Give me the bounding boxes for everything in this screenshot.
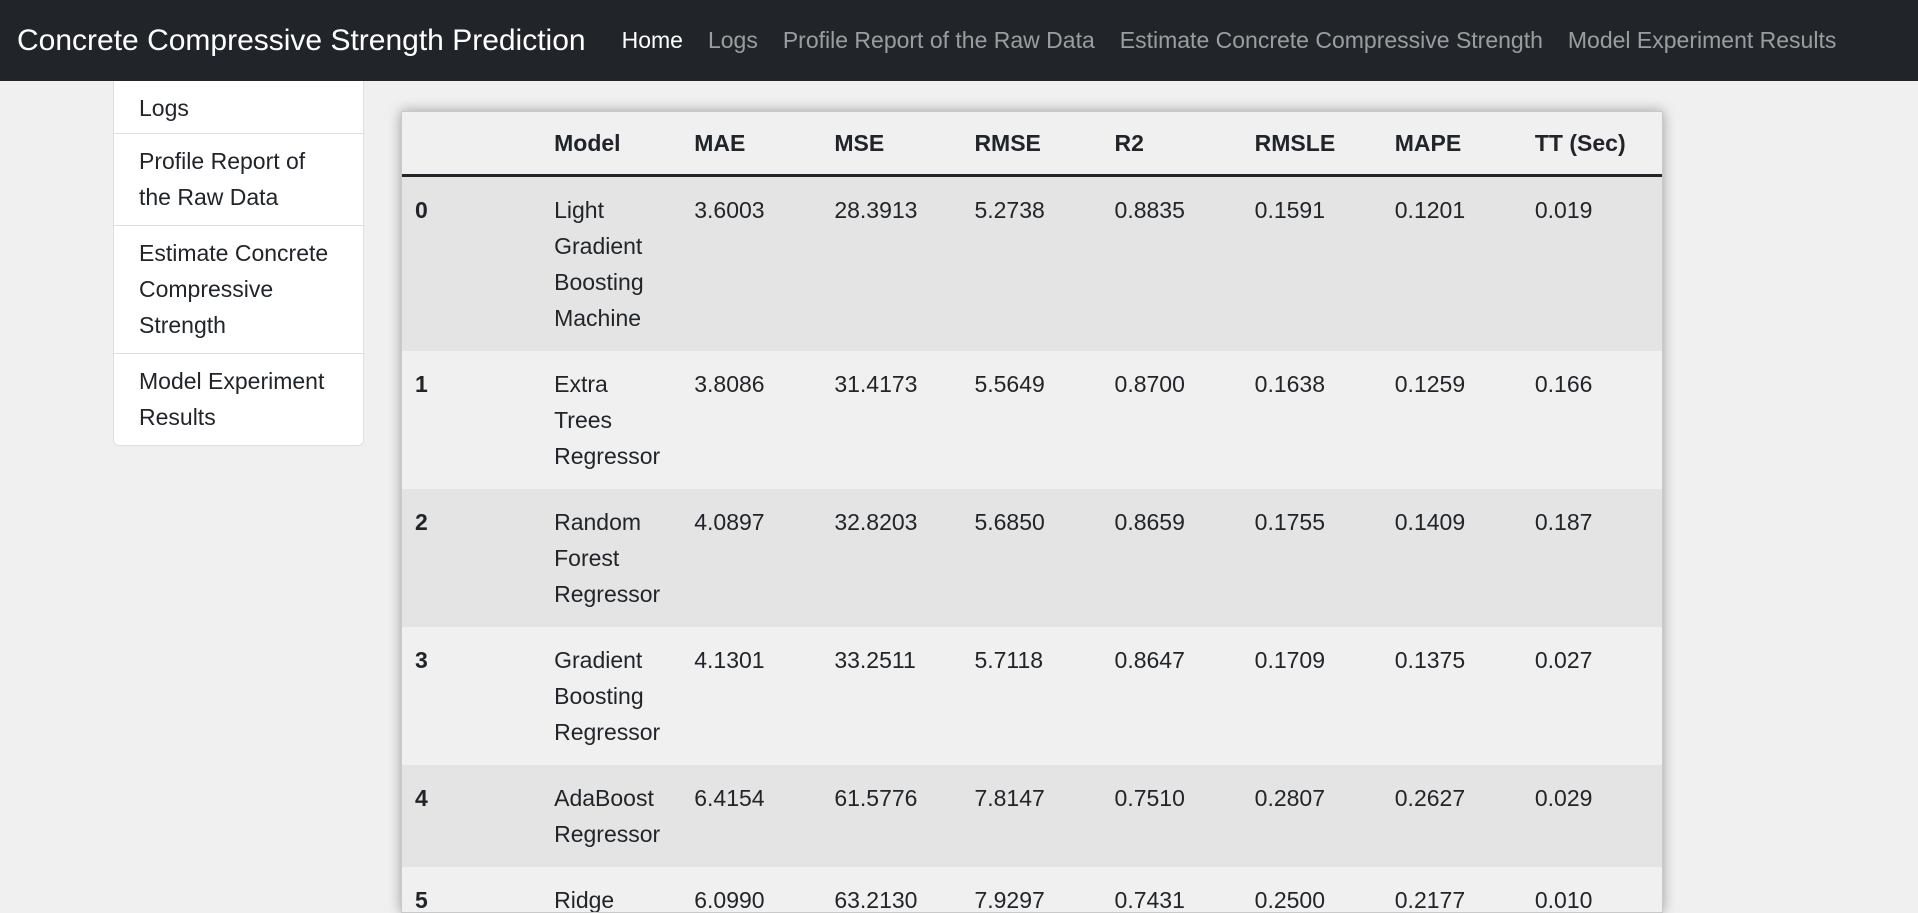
row-index: 3 (402, 627, 541, 765)
top-navbar: Concrete Compressive Strength Prediction… (0, 0, 1918, 81)
cell-mape: 0.1409 (1382, 489, 1522, 627)
cell-r2: 0.7431 (1102, 867, 1242, 913)
sidebar-list: Logs Profile Report of the Raw Data Esti… (113, 81, 364, 446)
cell-rmse: 5.2738 (961, 176, 1101, 352)
table-row: 3 Gradient Boosting Regressor 4.1301 33.… (402, 627, 1662, 765)
cell-r2: 0.7510 (1102, 765, 1242, 867)
cell-mape: 0.1375 (1382, 627, 1522, 765)
nav-link-profile-report[interactable]: Profile Report of the Raw Data (783, 27, 1095, 54)
cell-r2: 0.8647 (1102, 627, 1242, 765)
cell-rmsle: 0.1709 (1242, 627, 1382, 765)
cell-mse: 32.8203 (821, 489, 961, 627)
cell-mse: 61.5776 (821, 765, 961, 867)
table-body: 0 Light Gradient Boosting Machine 3.6003… (402, 176, 1662, 913)
cell-rmse: 5.5649 (961, 351, 1101, 489)
sidebar-item-model-results[interactable]: Model Experiment Results (114, 353, 363, 445)
cell-mae: 3.8086 (681, 351, 821, 489)
table-row: 4 AdaBoost Regressor 6.4154 61.5776 7.81… (402, 765, 1662, 867)
table-row: 5 Ridge Regression 6.0990 63.2130 7.9297… (402, 867, 1662, 913)
cell-rmse: 5.7118 (961, 627, 1101, 765)
results-table-card: Model MAE MSE RMSE R2 RMSLE MAPE TT (Sec… (401, 111, 1663, 913)
cell-rmse: 7.8147 (961, 765, 1101, 867)
cell-mse: 63.2130 (821, 867, 961, 913)
nav-link-logs[interactable]: Logs (708, 27, 758, 54)
sidebar-item-estimate-strength[interactable]: Estimate Concrete Compressive Strength (114, 225, 363, 353)
navbar-brand[interactable]: Concrete Compressive Strength Prediction (17, 24, 586, 58)
cell-mse: 31.4173 (821, 351, 961, 489)
row-index: 1 (402, 351, 541, 489)
nav-links: Home Logs Profile Report of the Raw Data… (622, 27, 1862, 54)
cell-model: AdaBoost Regressor (541, 765, 681, 867)
header-mae: MAE (681, 112, 821, 176)
cell-model: Ridge Regression (541, 867, 681, 913)
cell-mae: 3.6003 (681, 176, 821, 352)
header-rmse: RMSE (961, 112, 1101, 176)
cell-rmsle: 0.2807 (1242, 765, 1382, 867)
cell-rmse: 7.9297 (961, 867, 1101, 913)
header-mse: MSE (821, 112, 961, 176)
cell-r2: 0.8659 (1102, 489, 1242, 627)
cell-mae: 4.1301 (681, 627, 821, 765)
cell-tt: 0.187 (1522, 489, 1662, 627)
table-header: Model MAE MSE RMSE R2 RMSLE MAPE TT (Sec… (402, 112, 1662, 176)
cell-mape: 0.1259 (1382, 351, 1522, 489)
cell-mse: 33.2511 (821, 627, 961, 765)
cell-rmse: 5.6850 (961, 489, 1101, 627)
row-index: 2 (402, 489, 541, 627)
sidebar-item-logs[interactable]: Logs (114, 81, 363, 133)
row-index: 5 (402, 867, 541, 913)
header-rmsle: RMSLE (1242, 112, 1382, 176)
row-index: 4 (402, 765, 541, 867)
cell-r2: 0.8835 (1102, 176, 1242, 352)
cell-tt: 0.010 (1522, 867, 1662, 913)
sidebar-item-profile-report[interactable]: Profile Report of the Raw Data (114, 133, 363, 225)
cell-model: Gradient Boosting Regressor (541, 627, 681, 765)
table-header-row: Model MAE MSE RMSE R2 RMSLE MAPE TT (Sec… (402, 112, 1662, 176)
cell-rmsle: 0.1638 (1242, 351, 1382, 489)
nav-link-home[interactable]: Home (622, 27, 683, 54)
cell-r2: 0.8700 (1102, 351, 1242, 489)
cell-tt: 0.019 (1522, 176, 1662, 352)
row-index: 0 (402, 176, 541, 352)
cell-mae: 6.0990 (681, 867, 821, 913)
cell-mae: 6.4154 (681, 765, 821, 867)
cell-tt: 0.166 (1522, 351, 1662, 489)
model-results-table: Model MAE MSE RMSE R2 RMSLE MAPE TT (Sec… (402, 112, 1662, 913)
cell-tt: 0.027 (1522, 627, 1662, 765)
cell-rmsle: 0.2500 (1242, 867, 1382, 913)
header-index (402, 112, 541, 176)
nav-link-estimate-strength[interactable]: Estimate Concrete Compressive Strength (1120, 27, 1543, 54)
table-row: 2 Random Forest Regressor 4.0897 32.8203… (402, 489, 1662, 627)
cell-tt: 0.029 (1522, 765, 1662, 867)
cell-rmsle: 0.1755 (1242, 489, 1382, 627)
nav-link-model-results[interactable]: Model Experiment Results (1568, 27, 1836, 54)
cell-mae: 4.0897 (681, 489, 821, 627)
cell-mse: 28.3913 (821, 176, 961, 352)
header-mape: MAPE (1382, 112, 1522, 176)
cell-model: Light Gradient Boosting Machine (541, 176, 681, 352)
header-tt: TT (Sec) (1522, 112, 1662, 176)
header-model: Model (541, 112, 681, 176)
header-r2: R2 (1102, 112, 1242, 176)
table-row: 1 Extra Trees Regressor 3.8086 31.4173 5… (402, 351, 1662, 489)
cell-model: Random Forest Regressor (541, 489, 681, 627)
cell-rmsle: 0.1591 (1242, 176, 1382, 352)
cell-mape: 0.2177 (1382, 867, 1522, 913)
cell-mape: 0.1201 (1382, 176, 1522, 352)
table-row: 0 Light Gradient Boosting Machine 3.6003… (402, 176, 1662, 352)
cell-mape: 0.2627 (1382, 765, 1522, 867)
cell-model: Extra Trees Regressor (541, 351, 681, 489)
